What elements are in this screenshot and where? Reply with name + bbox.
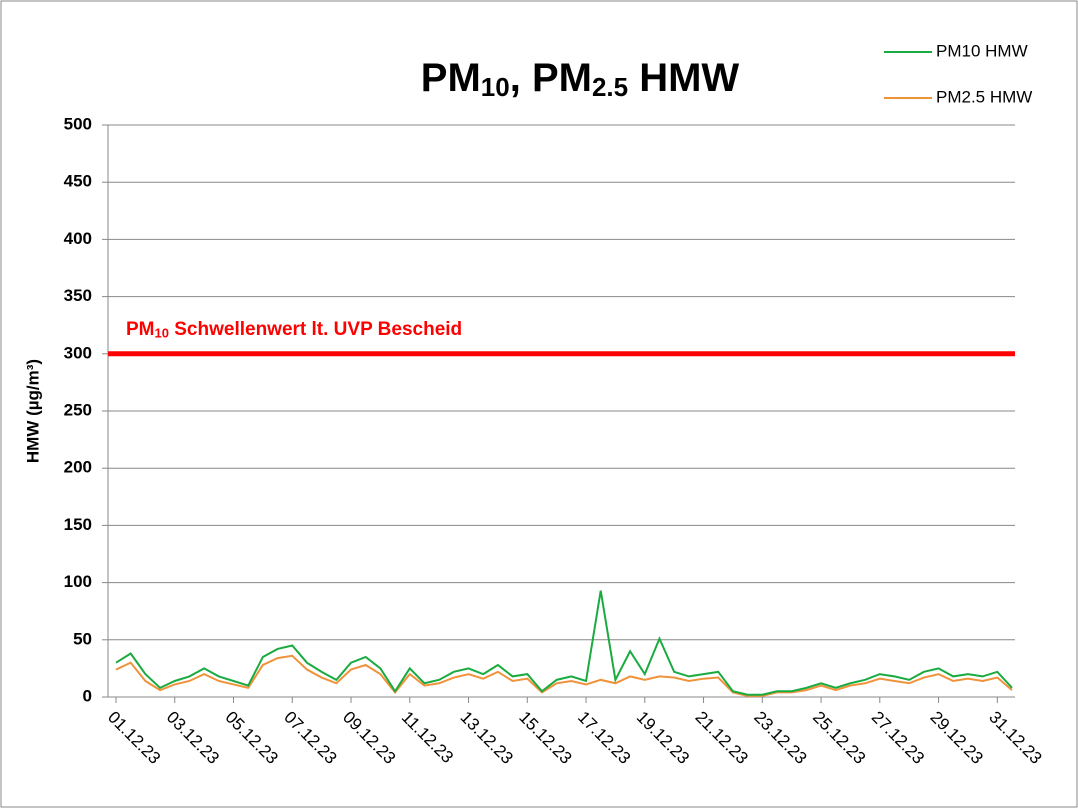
y-tick-label: 300 <box>64 343 92 362</box>
y-tick-label: 350 <box>64 286 92 305</box>
legend-label: PM10 HMW <box>936 41 1028 60</box>
threshold-label: PM10 Schwellenwert lt. UVP Bescheid <box>126 319 462 341</box>
y-tick-label: 450 <box>64 172 92 191</box>
y-tick-label: 500 <box>64 114 92 133</box>
y-tick-label: 0 <box>83 686 92 705</box>
data-line <box>115 654 1013 697</box>
y-tick-label: 150 <box>64 515 92 534</box>
data-line <box>115 590 1013 696</box>
legend-label: PM2.5 HMW <box>936 87 1032 106</box>
chart-title: PM10, PM2.5 HMW <box>421 56 740 102</box>
y-tick-label: 50 <box>73 629 92 648</box>
y-tick-label: 400 <box>64 229 92 248</box>
y-tick-label: 100 <box>64 572 92 591</box>
y-tick-label: 250 <box>64 400 92 419</box>
y-tick-label: 200 <box>64 458 92 477</box>
y-axis-label: HMW (µg/m³) <box>23 359 42 463</box>
